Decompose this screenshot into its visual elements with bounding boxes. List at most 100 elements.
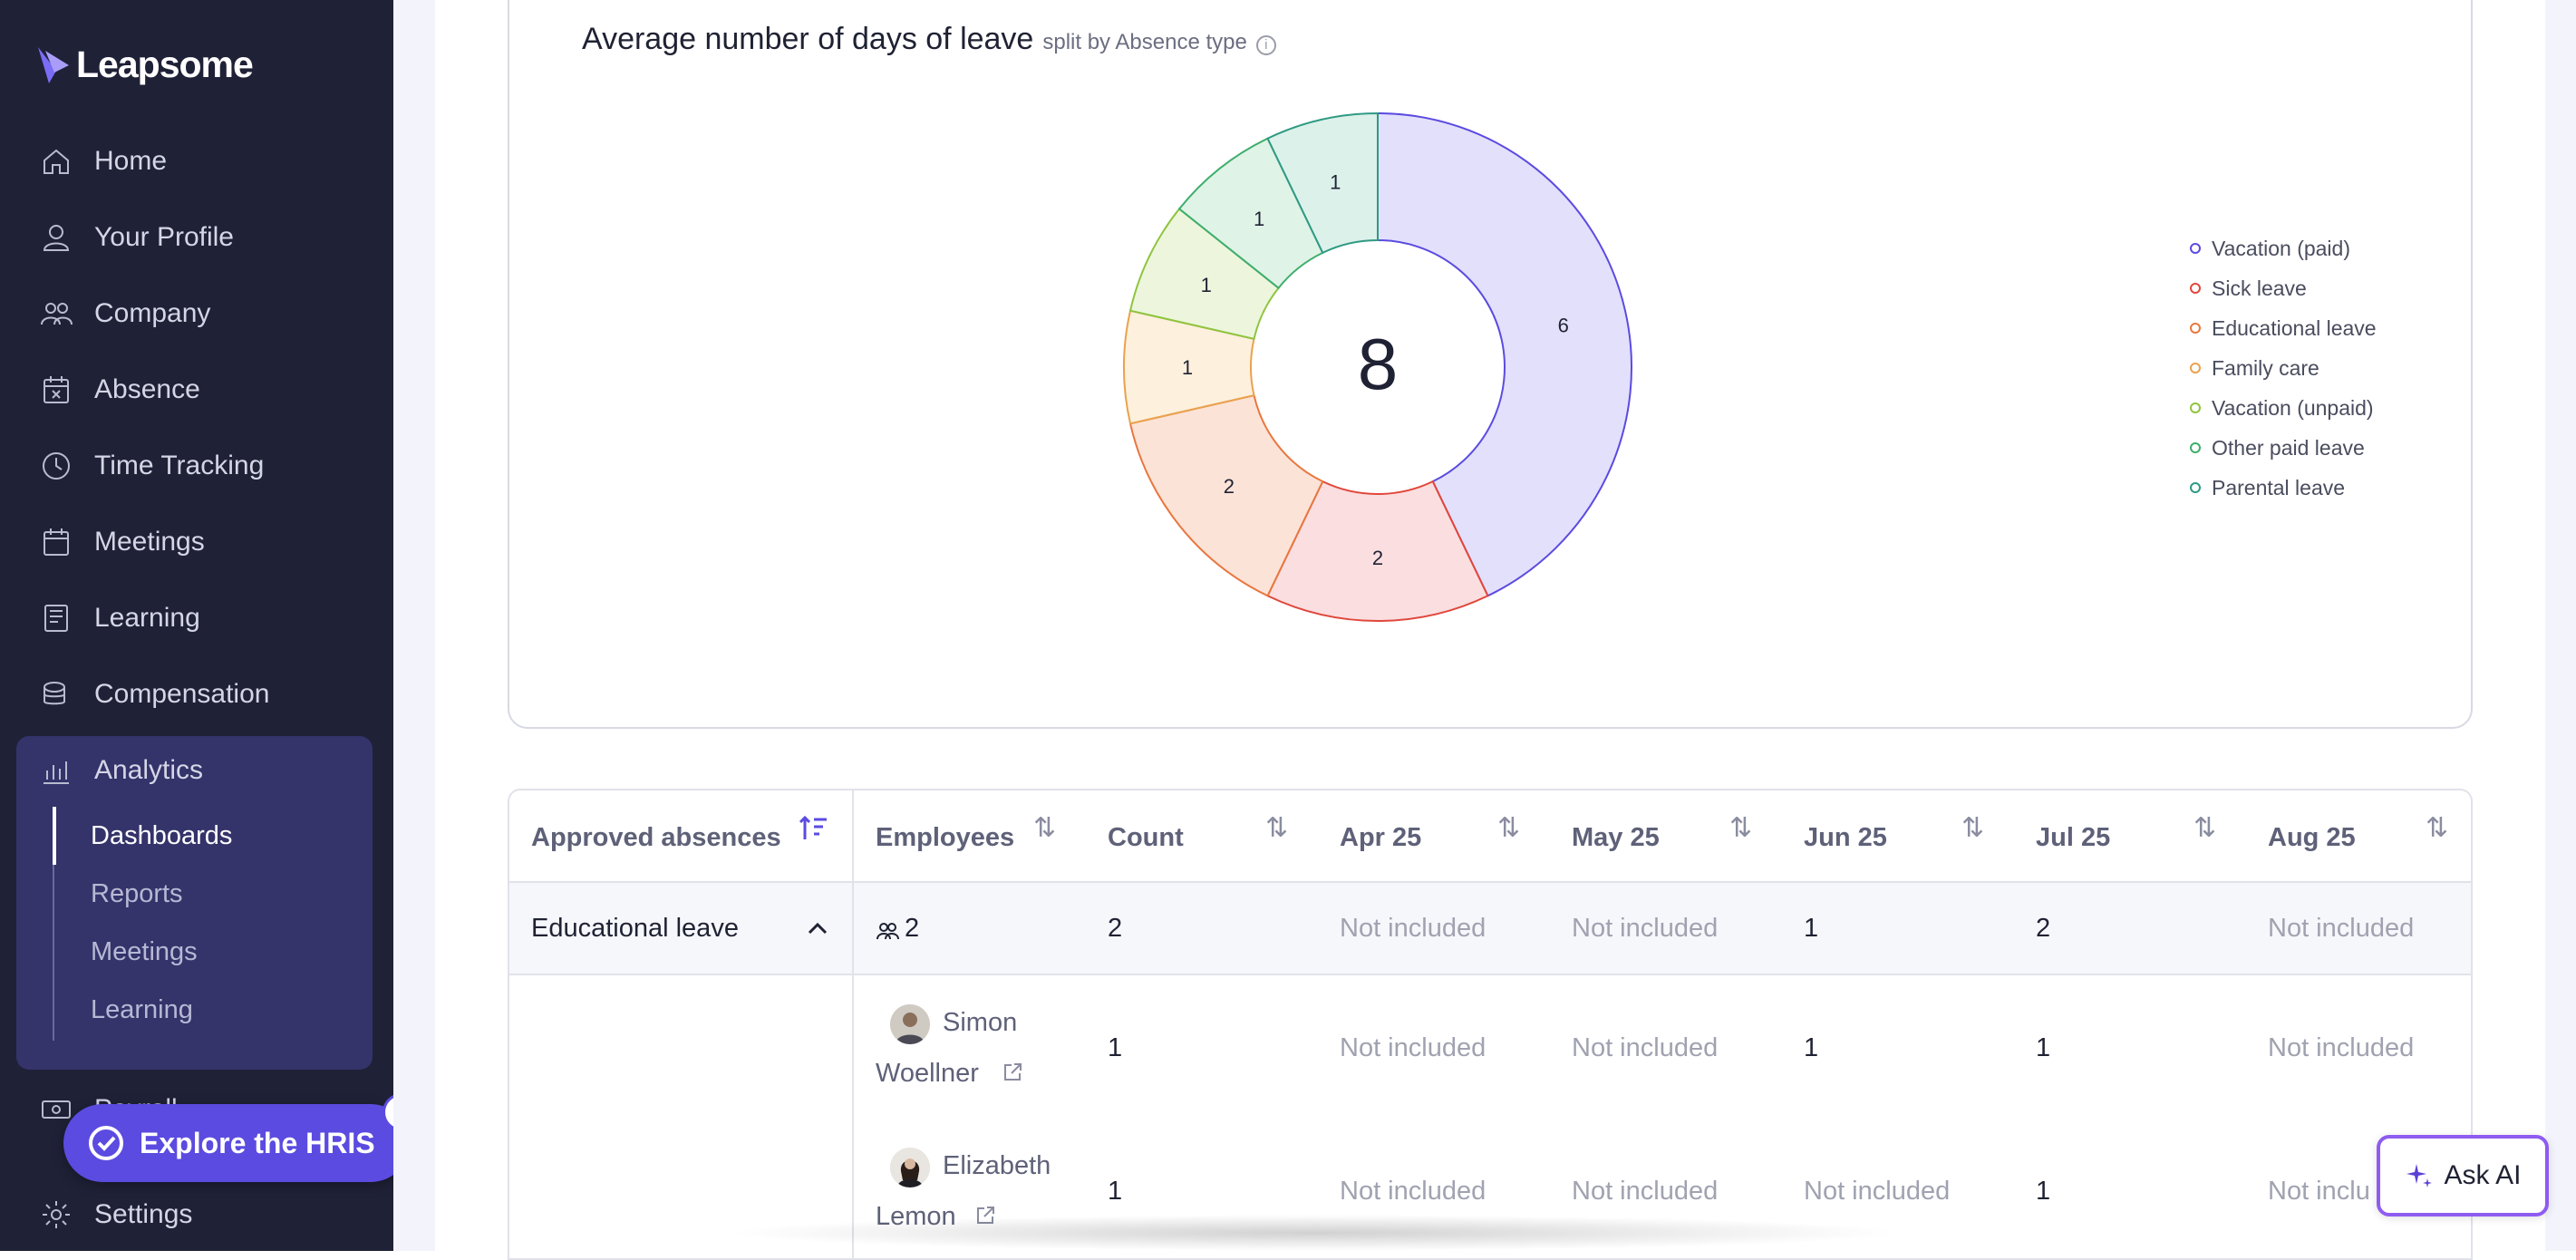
sidebar-subitem-dashboards[interactable]: Dashboards xyxy=(91,821,233,850)
external-link-icon[interactable] xyxy=(973,1204,997,1227)
sidebar-item-settings[interactable]: Settings xyxy=(40,1198,192,1231)
header-count[interactable]: Count xyxy=(1108,823,1184,852)
sidebar-item-your-profile[interactable]: Your Profile xyxy=(40,221,234,254)
legend-item[interactable]: Family care xyxy=(2190,348,2377,388)
sidebar-item-learning[interactable]: Learning xyxy=(40,602,200,635)
legend-item[interactable]: Educational leave xyxy=(2190,308,2377,348)
chevron-up-icon[interactable] xyxy=(805,916,830,941)
legend-dot xyxy=(2190,442,2201,453)
user-icon xyxy=(43,225,70,251)
sidebar-item-analytics[interactable]: Analytics xyxy=(40,754,203,787)
legend-label: Parental leave xyxy=(2212,475,2346,499)
donut-slice-educational-leave[interactable] xyxy=(1128,393,1324,597)
sparkle-icon xyxy=(2407,1164,2433,1187)
header-aug-25[interactable]: Aug 25 xyxy=(2268,823,2356,852)
column-divider xyxy=(852,790,854,1258)
legend-label: Educational leave xyxy=(2212,315,2377,340)
chart-title-text: Average number of days of leave xyxy=(582,22,1034,56)
row-may: Not included xyxy=(1572,1177,1719,1206)
legend-item[interactable]: Sick leave xyxy=(2190,268,2377,308)
sidebar-item-home[interactable]: Home xyxy=(40,145,167,178)
explore-hris-button[interactable]: Explore the HRIS xyxy=(63,1104,410,1182)
chart-title: Average number of days of leave split by… xyxy=(582,22,1276,57)
scroll-shadow xyxy=(725,1215,1903,1251)
row-jun: Not included xyxy=(1804,1177,1951,1206)
chart-subtitle: split by Absence type xyxy=(1042,30,1247,54)
employee-first-name[interactable]: Elizabeth xyxy=(943,1151,1051,1180)
legend-label: Sick leave xyxy=(2212,276,2307,300)
chart-legend: Vacation (paid) Sick leave Educational lea… xyxy=(2190,228,2377,508)
header-may-25[interactable]: May 25 xyxy=(1572,823,1660,852)
content-gutter xyxy=(393,0,435,1251)
sort-icon[interactable]: ⇅ xyxy=(1033,813,1057,843)
sidebar-subitem-reports[interactable]: Reports xyxy=(91,879,183,908)
legend-label: Vacation (paid) xyxy=(2212,236,2350,260)
logo-text: Leapsome xyxy=(76,44,254,85)
header-jun-25[interactable]: Jun 25 xyxy=(1804,823,1887,852)
donut-slice-sick-leave[interactable] xyxy=(1266,480,1489,622)
legend-dot xyxy=(2190,283,2201,294)
row-aug: Not inclu xyxy=(2268,1177,2370,1206)
clock-icon xyxy=(43,452,70,480)
info-icon[interactable]: i xyxy=(1255,35,1276,55)
sidebar-item-label: Time Tracking xyxy=(94,451,265,480)
employee-first-name[interactable]: Simon xyxy=(943,1008,1018,1037)
donut-slice-label: 1 xyxy=(1254,208,1264,230)
donut-slice-parental-leave[interactable] xyxy=(1266,111,1379,255)
table-group-row[interactable]: Educational leave 2 2 Not included Not i… xyxy=(509,883,2471,975)
sidebar-item-label: Company xyxy=(94,298,211,328)
sort-icon[interactable]: ⇅ xyxy=(2426,813,2449,843)
header-approved-absences[interactable]: Approved absences xyxy=(531,823,781,852)
sort-icon[interactable]: ⇅ xyxy=(1265,813,1289,843)
people-icon xyxy=(41,303,73,325)
legend-item[interactable]: Parental leave xyxy=(2190,468,2377,508)
row-may: Not included xyxy=(1572,1033,1719,1062)
sidebar-item-compensation[interactable]: Compensation xyxy=(40,678,269,711)
sidebar-item-company[interactable]: Company xyxy=(40,297,210,330)
chart-icon xyxy=(44,761,69,784)
sidebar-item-meetings[interactable]: Meetings xyxy=(40,526,205,558)
legend-label: Family care xyxy=(2212,355,2319,380)
row-count: 1 xyxy=(1108,1033,1123,1062)
ask-ai-label: Ask AI xyxy=(2444,1160,2522,1190)
employee-last-name[interactable]: Lemon xyxy=(876,1202,956,1232)
header-employees[interactable]: Employees xyxy=(876,823,1015,852)
legend-item[interactable]: Vacation (paid) xyxy=(2190,228,2377,268)
sidebar-item-time-tracking[interactable]: Time Tracking xyxy=(40,450,264,482)
sort-icon[interactable]: ⇅ xyxy=(2193,813,2217,843)
employee-last-name[interactable]: Woellner xyxy=(876,1059,979,1088)
group-aug: Not included xyxy=(2268,914,2415,943)
sort-ascending-icon[interactable] xyxy=(798,812,830,845)
donut-slice-vacation-paid[interactable] xyxy=(1377,111,1632,597)
donut-slice-label: 1 xyxy=(1201,274,1212,296)
legend-item[interactable]: Other paid leave xyxy=(2190,428,2377,468)
ask-ai-button[interactable]: Ask AI xyxy=(2377,1135,2549,1216)
sort-icon[interactable]: ⇅ xyxy=(1497,813,1521,843)
group-employee-count: 2 xyxy=(905,914,920,943)
sidebar: Leapsome Home Your Profile Company Absen… xyxy=(0,0,393,1251)
explore-hris-label: Explore the HRIS xyxy=(140,1126,375,1159)
gear-icon xyxy=(43,1201,70,1228)
sort-icon[interactable]: ⇅ xyxy=(1961,813,1985,843)
logo[interactable]: Leapsome xyxy=(36,44,254,86)
book-icon xyxy=(44,605,68,632)
sidebar-subitem-learning[interactable]: Learning xyxy=(91,995,193,1024)
legend-dot xyxy=(2190,402,2201,413)
chart-card xyxy=(508,0,2473,729)
coins-icon xyxy=(44,682,65,705)
row-count: 1 xyxy=(1108,1177,1123,1206)
legend-label: Vacation (unpaid) xyxy=(2212,395,2374,420)
group-may: Not included xyxy=(1572,914,1719,943)
header-jul-25[interactable]: Jul 25 xyxy=(2036,823,2111,852)
sidebar-item-label: Analytics xyxy=(94,755,204,785)
legend-dot xyxy=(2190,363,2201,373)
sort-icon[interactable]: ⇅ xyxy=(1729,813,1753,843)
external-link-icon[interactable] xyxy=(1001,1061,1024,1084)
group-jul: 2 xyxy=(2036,914,2051,943)
sidebar-subitem-meetings[interactable]: Meetings xyxy=(91,937,198,966)
sidebar-item-label: Meetings xyxy=(94,527,205,557)
header-apr-25[interactable]: Apr 25 xyxy=(1340,823,1422,852)
sidebar-item-absence[interactable]: Absence xyxy=(40,373,200,406)
money-icon xyxy=(42,1100,71,1119)
legend-item[interactable]: Vacation (unpaid) xyxy=(2190,388,2377,428)
